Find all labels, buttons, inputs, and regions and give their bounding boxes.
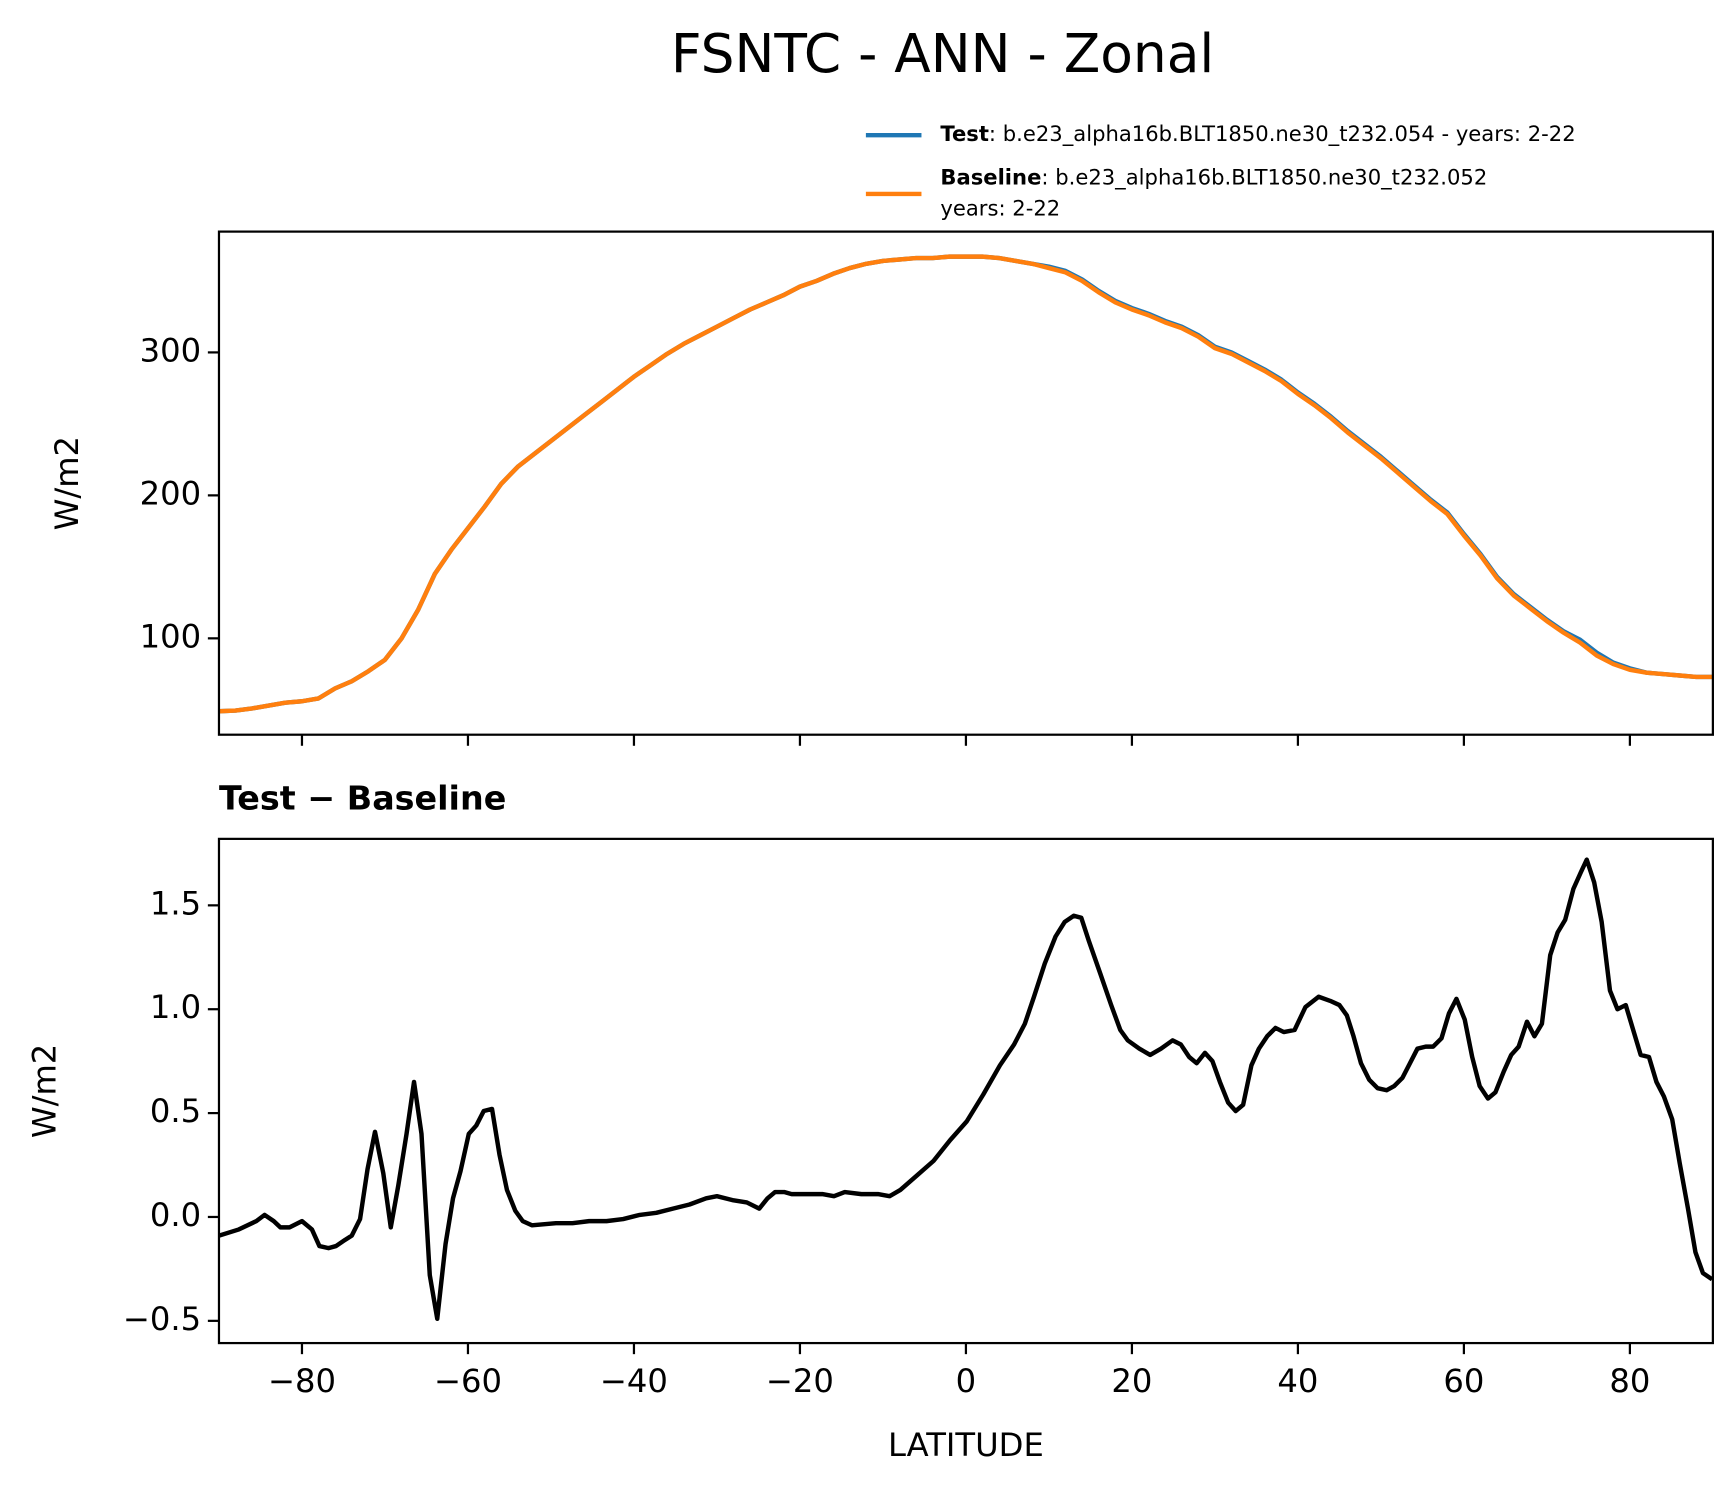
y-axis-label: W/m2: [26, 1044, 64, 1138]
y-tick-label: 1.5: [150, 884, 201, 922]
axes-frame: [217, 230, 1714, 736]
plot-area: [218, 857, 1713, 1321]
x-axis-label: LATITUDE: [888, 1426, 1044, 1464]
x-tick-label: −20: [766, 1362, 834, 1400]
x-tick-label: 0: [956, 1362, 976, 1400]
series-line: [218, 254, 1713, 714]
x-tick-label: 80: [1609, 1362, 1650, 1400]
y-tick-label: 300: [140, 331, 201, 369]
legend-name: Baseline: [940, 164, 1041, 189]
legend-text: : b.e23_alpha16b.BLT1850.ne30_t232.052: [1041, 164, 1487, 190]
y-tick-label: 100: [140, 617, 201, 655]
series-line: [218, 254, 1713, 714]
legend-label: Baseline: b.e23_alpha16b.BLT1850.ne30_t2…: [940, 164, 1487, 220]
legend-text: : b.e23_alpha16b.BLT1850.ne30_t232.054 -…: [989, 121, 1576, 147]
y-tick-label: 1.0: [150, 988, 201, 1026]
series-line: [218, 857, 1713, 1321]
legend-text: years: 2-22: [940, 195, 1060, 220]
plot-area: [218, 254, 1713, 714]
legend-label: Test: b.e23_alpha16b.BLT1850.ne30_t232.0…: [940, 121, 1575, 147]
panel-title: Test − Baseline: [219, 779, 506, 818]
y-axis-label: W/m2: [48, 436, 86, 530]
x-tick-label: 40: [1277, 1362, 1318, 1400]
y-tick-label: −0.5: [123, 1300, 201, 1338]
x-tick-label: 60: [1443, 1362, 1484, 1400]
legend-name: Test: [940, 121, 989, 146]
x-tick-label: −40: [600, 1362, 668, 1400]
x-tick-label: 20: [1111, 1362, 1152, 1400]
y-tick-label: 0.5: [150, 1092, 201, 1130]
y-tick-label: 200: [140, 474, 201, 512]
x-tick-label: −60: [434, 1362, 502, 1400]
figure-title: FSNTC - ANN - Zonal: [671, 23, 1214, 85]
y-tick-label: 0.0: [150, 1196, 201, 1234]
x-tick-label: −80: [268, 1362, 336, 1400]
